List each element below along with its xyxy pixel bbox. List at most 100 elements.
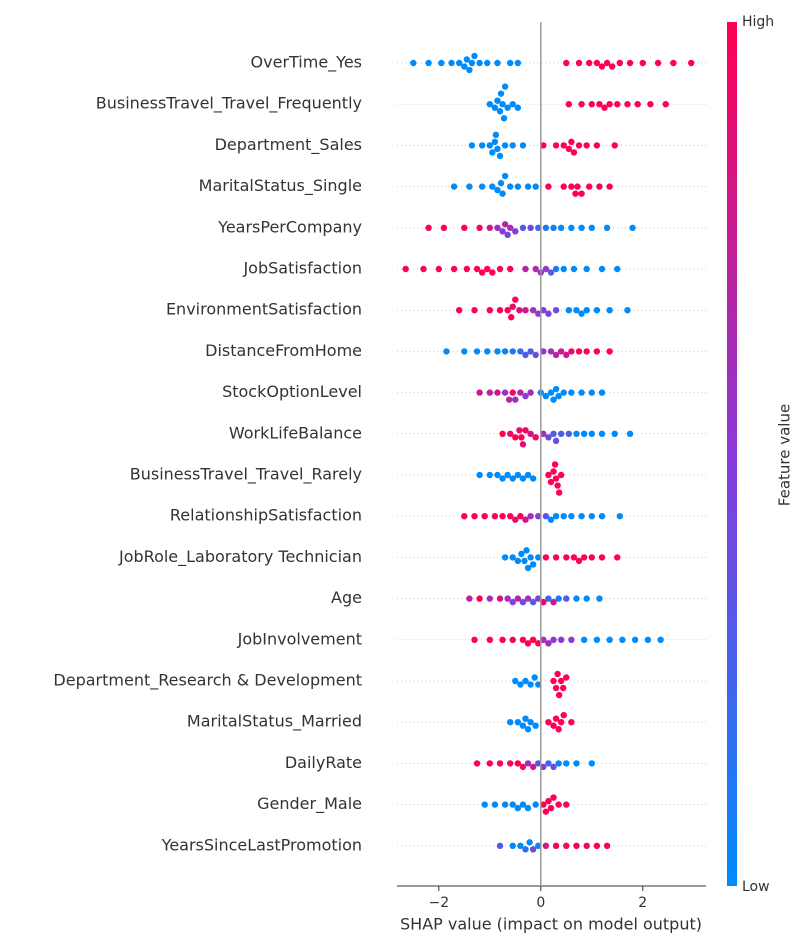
feature-label: OverTime_Yes — [251, 53, 362, 73]
dot — [476, 59, 483, 67]
dot — [501, 142, 509, 149]
dot — [557, 224, 565, 231]
dot — [504, 231, 511, 239]
colorbar-low: Low — [742, 879, 770, 895]
feature-label: Age — [331, 588, 362, 607]
dot — [527, 554, 534, 561]
dot — [644, 636, 652, 643]
feature-label: YearsSinceLastPromotion — [161, 835, 362, 854]
dot — [494, 59, 501, 67]
dot — [504, 471, 511, 479]
dot — [504, 104, 511, 111]
dot — [573, 307, 580, 314]
dot — [496, 265, 504, 273]
dot — [552, 351, 560, 359]
dot — [547, 348, 555, 355]
dot — [463, 56, 471, 63]
dot — [410, 59, 417, 67]
dot — [499, 190, 506, 197]
dot — [473, 265, 481, 273]
dot — [476, 595, 483, 602]
dot — [573, 842, 580, 849]
dot — [491, 801, 499, 808]
dot — [545, 595, 552, 602]
dot — [583, 842, 590, 849]
dot — [554, 670, 561, 678]
feature-label: YearsPerCompany — [217, 217, 362, 236]
dot — [535, 513, 542, 520]
dot — [486, 595, 494, 602]
feature-label: Department_Research & Development — [53, 671, 362, 691]
dot — [494, 97, 501, 104]
dot — [614, 101, 621, 108]
dot — [568, 224, 575, 231]
dot — [522, 516, 529, 523]
dot — [560, 711, 567, 719]
dot — [568, 513, 575, 520]
dot — [593, 842, 601, 849]
dot — [491, 138, 499, 146]
dot — [552, 842, 560, 849]
feature-label: WorkLifeBalance — [229, 423, 362, 442]
dot — [573, 760, 580, 767]
dot — [563, 842, 570, 849]
dot — [552, 513, 560, 520]
dot — [550, 677, 557, 685]
dot — [524, 640, 532, 647]
dot — [466, 183, 473, 190]
dot — [563, 674, 570, 681]
dot — [662, 101, 669, 108]
dot — [494, 145, 501, 153]
dot — [588, 224, 595, 231]
dot — [578, 513, 585, 520]
dot — [506, 760, 514, 767]
dot — [461, 348, 468, 355]
dot — [529, 636, 537, 643]
dot — [517, 348, 524, 355]
dot — [484, 265, 491, 273]
dot — [489, 149, 496, 156]
dot — [491, 513, 499, 520]
dot — [542, 808, 550, 815]
dot — [552, 554, 560, 561]
dot — [516, 307, 523, 314]
dot — [563, 760, 570, 767]
dot — [603, 59, 611, 67]
dot — [606, 307, 613, 314]
dot — [496, 152, 504, 160]
dot — [529, 846, 537, 853]
dot — [517, 513, 524, 520]
dot — [616, 513, 624, 520]
dot — [519, 224, 527, 231]
dot — [657, 636, 664, 643]
dot — [583, 265, 590, 273]
dot — [608, 63, 616, 70]
dot — [486, 307, 494, 314]
dot — [596, 595, 603, 602]
dot — [626, 59, 634, 67]
dot — [506, 183, 514, 190]
dot — [565, 101, 573, 108]
dot — [514, 471, 522, 479]
dot — [557, 677, 565, 685]
dot — [489, 183, 496, 190]
dot — [501, 801, 509, 808]
dot — [535, 640, 542, 647]
feature-label: MaritalStatus_Married — [187, 712, 362, 732]
dot — [440, 224, 448, 231]
dot — [583, 595, 590, 602]
dot — [626, 430, 634, 437]
dot — [629, 224, 636, 231]
dot — [598, 430, 606, 437]
dot — [624, 307, 631, 314]
dot — [575, 59, 583, 67]
dot — [506, 719, 514, 726]
dot — [514, 595, 522, 602]
dot — [565, 430, 573, 437]
dot — [557, 719, 565, 726]
dot — [588, 389, 595, 396]
dot — [494, 471, 501, 479]
dot — [505, 396, 513, 403]
dot — [471, 513, 478, 520]
dot — [522, 715, 529, 722]
